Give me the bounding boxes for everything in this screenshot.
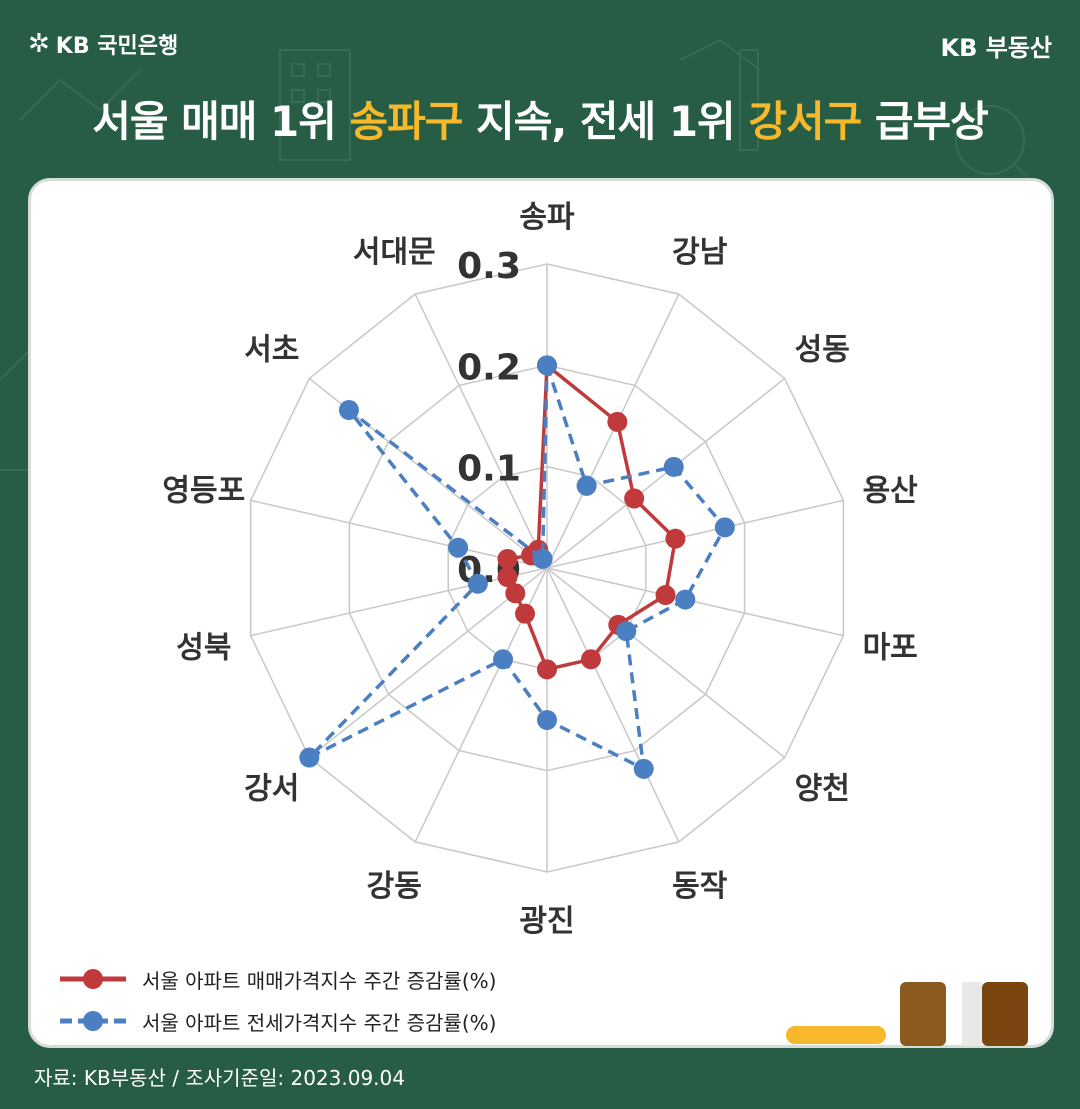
grid-spoke — [546, 499, 844, 569]
category-label: 서대문 — [353, 235, 436, 270]
legend-jeonse-marker — [60, 1011, 126, 1031]
kb-bank-logo: ✲ KB 국민은행 — [28, 28, 178, 60]
title-highlight-1: 송파구 — [349, 97, 464, 146]
series-jeonse-point — [467, 573, 488, 594]
decoration-block — [962, 982, 982, 1046]
series-sale-line — [505, 361, 678, 672]
title-part3: 급부상 — [861, 97, 989, 146]
kb-star-icon: ✲ — [28, 29, 50, 59]
series-jeonse-point — [616, 621, 637, 642]
legend-sale-label: 서울 아파트 매매가격지수 주간 증감률(%) — [142, 968, 497, 993]
grid-spoke — [250, 499, 548, 569]
legend-sale-marker — [60, 969, 126, 989]
series-sale-point — [537, 659, 557, 680]
grid-spoke — [250, 567, 548, 637]
series-sale-point — [665, 528, 686, 549]
series-jeonse-point — [675, 589, 696, 610]
series-jeonse-point — [663, 456, 684, 477]
series-jeonse-point — [448, 537, 469, 558]
series-jeonse-point — [714, 517, 735, 538]
title-part2: 지속, 전세 1위 — [462, 97, 749, 146]
legend-jeonse-label: 서울 아파트 전세가격지수 주간 증감률(%) — [142, 1010, 497, 1035]
category-label: 성북 — [176, 630, 231, 665]
category-label: 강서 — [244, 771, 299, 806]
category-label: 마포 — [863, 630, 918, 665]
series-sale-point — [505, 583, 526, 604]
brand-name: KB 부동산 — [940, 34, 1053, 62]
axis-tick-label: 0.2 — [457, 347, 521, 388]
source-note: 자료: KB부동산 / 조사기준일: 2023.09.04 — [34, 1066, 405, 1090]
series-jeonse-point — [338, 400, 359, 421]
grid-spoke — [414, 293, 548, 569]
series-sale-point — [580, 649, 601, 670]
series-jeonse-point — [537, 355, 557, 376]
series-jeonse-point — [532, 548, 553, 569]
decoration-bar — [786, 1026, 886, 1044]
series-sale-point — [497, 567, 518, 588]
chart-legend: 서울 아파트 매매가격지수 주간 증감률(%) 서울 아파트 전세가격지수 주간… — [58, 958, 496, 1042]
series-sale-point — [497, 548, 518, 569]
category-label: 송파 — [519, 200, 575, 235]
series-jeonse-point — [493, 649, 514, 670]
series-sale-point — [624, 488, 645, 509]
legend-item-sale: 서울 아파트 매매가격지수 주간 증감률(%) — [58, 958, 496, 1000]
series-sale-point — [655, 585, 676, 606]
decoration-block — [900, 982, 946, 1046]
series-sale-point — [607, 411, 628, 432]
category-label: 강동 — [367, 869, 422, 904]
category-label: 양천 — [795, 771, 850, 806]
grid-spoke — [308, 567, 548, 759]
grid-spoke — [546, 567, 786, 759]
logo-text: KB 국민은행 — [55, 34, 179, 59]
axis-tick-label: 0.3 — [457, 246, 521, 287]
grid-spoke — [546, 567, 680, 843]
category-label: 광진 — [519, 904, 574, 939]
category-label: 서초 — [244, 333, 299, 368]
page-title: 서울 매매 1위 송파구 지속, 전세 1위 강서구 급부상 — [0, 88, 1080, 149]
series-jeonse-point — [299, 747, 320, 768]
grid-spoke — [546, 377, 786, 569]
title-part1: 서울 매매 1위 — [92, 97, 350, 146]
series-jeonse-point — [576, 475, 597, 496]
category-label: 강남 — [672, 235, 728, 270]
category-label: 영등포 — [162, 474, 245, 509]
decoration-block — [982, 982, 1028, 1046]
series-jeonse-point — [537, 710, 557, 730]
category-label: 동작 — [672, 869, 728, 904]
category-label: 성동 — [795, 333, 850, 368]
title-highlight-2: 강서구 — [748, 97, 862, 146]
chart-card — [28, 178, 1054, 1048]
axis-tick-label: 0.1 — [457, 449, 521, 490]
legend-item-jeonse: 서울 아파트 전세가격지수 주간 증감률(%) — [58, 1000, 496, 1042]
series-jeonse-point — [633, 758, 654, 779]
grid-spoke — [546, 567, 844, 637]
category-label: 용산 — [863, 474, 919, 509]
series-sale-point — [515, 603, 536, 624]
grid-spoke — [546, 293, 680, 569]
